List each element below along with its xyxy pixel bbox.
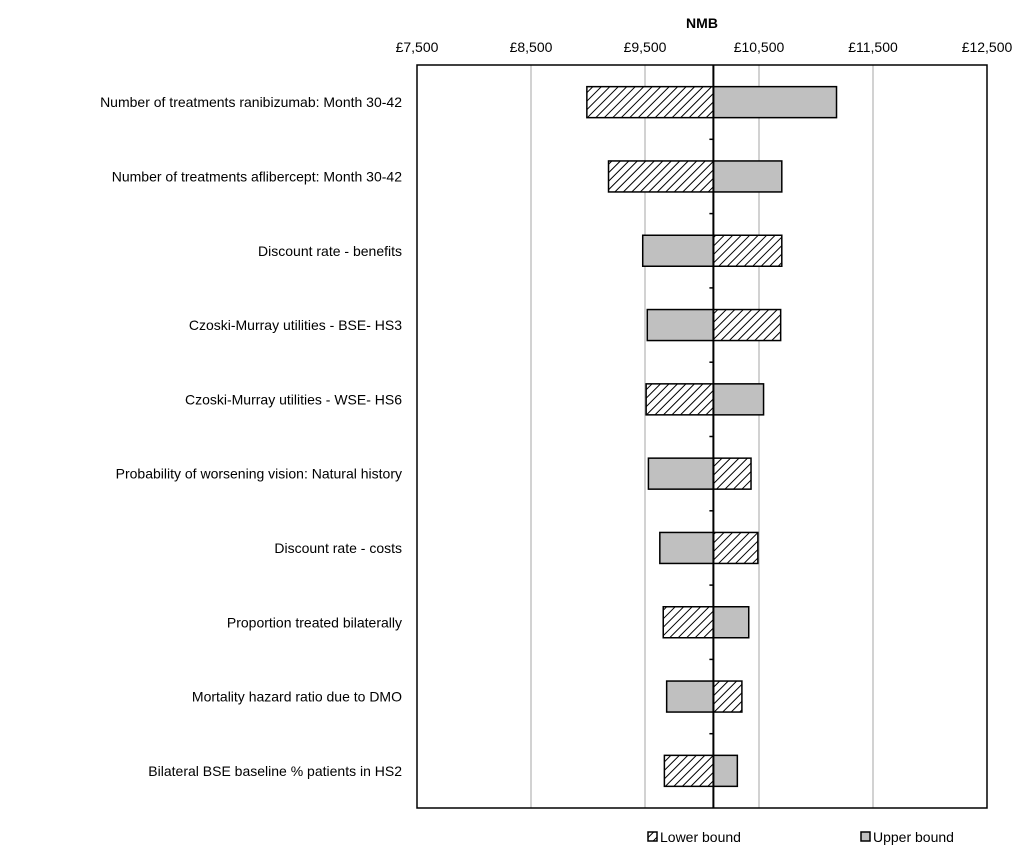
bar-upper-bound (712, 160, 783, 193)
x-axis-title: NMB (686, 15, 718, 31)
category-label: Number of treatments ranibizumab: Month … (100, 94, 402, 110)
bar-upper-bound (659, 531, 715, 565)
bar-lower-bound (663, 754, 715, 788)
bar-lower-bound (712, 680, 743, 713)
bar-upper-bound (665, 680, 715, 713)
bar-lower-bound (712, 234, 783, 267)
category-label: Discount rate - benefits (258, 243, 402, 259)
x-tick-label: £8,500 (510, 39, 553, 55)
legend-swatch-upper (860, 831, 871, 842)
bar-lower-bound (712, 308, 782, 342)
category-label: Czoski-Murray utilities - WSE- HS6 (185, 391, 402, 407)
x-tick-label: £9,500 (624, 39, 667, 55)
x-tick-label: £7,500 (396, 39, 439, 55)
bar-lower-bound (586, 85, 715, 119)
x-tick-label: £11,500 (848, 39, 898, 55)
category-label: Proportion treated bilaterally (227, 614, 402, 630)
bar-lower-bound (712, 531, 759, 565)
bars (586, 85, 838, 788)
legend-swatch-lower (647, 831, 658, 842)
bar-lower-bound (645, 383, 715, 416)
bar-upper-bound (646, 308, 715, 342)
legend-label-upper: Upper bound (873, 829, 954, 845)
category-label: Discount rate - costs (274, 540, 402, 556)
category-label: Mortality hazard ratio due to DMO (192, 689, 402, 705)
category-label: Czoski-Murray utilities - BSE- HS3 (189, 317, 402, 333)
legend: Lower bound Upper bound (647, 829, 954, 845)
base-axis (709, 65, 715, 808)
bar-lower-bound (607, 160, 715, 193)
bar-lower-bound (712, 457, 752, 490)
bar-upper-bound (712, 606, 750, 639)
bar-upper-bound (712, 383, 765, 416)
legend-label-lower: Lower bound (660, 829, 741, 845)
category-label: Number of treatments aflibercept: Month … (112, 168, 402, 184)
bar-lower-bound (662, 606, 715, 639)
bar-upper-bound (712, 85, 838, 119)
x-tick-label: £12,500 (962, 39, 1013, 55)
category-labels: Number of treatments ranibizumab: Month … (100, 94, 402, 779)
bar-upper-bound (647, 457, 715, 490)
bar-upper-bound (641, 234, 715, 267)
plot-area-frame (416, 64, 988, 809)
category-label: Probability of worsening vision: Natural… (116, 466, 402, 482)
bar-upper-bound (712, 754, 739, 788)
x-tick-label: £10,500 (734, 39, 785, 55)
category-label: Bilateral BSE baseline % patients in HS2 (148, 763, 402, 779)
x-tick-labels: £7,500 £8,500 £9,500 £10,500 £11,500 £12,500 (396, 39, 1013, 55)
